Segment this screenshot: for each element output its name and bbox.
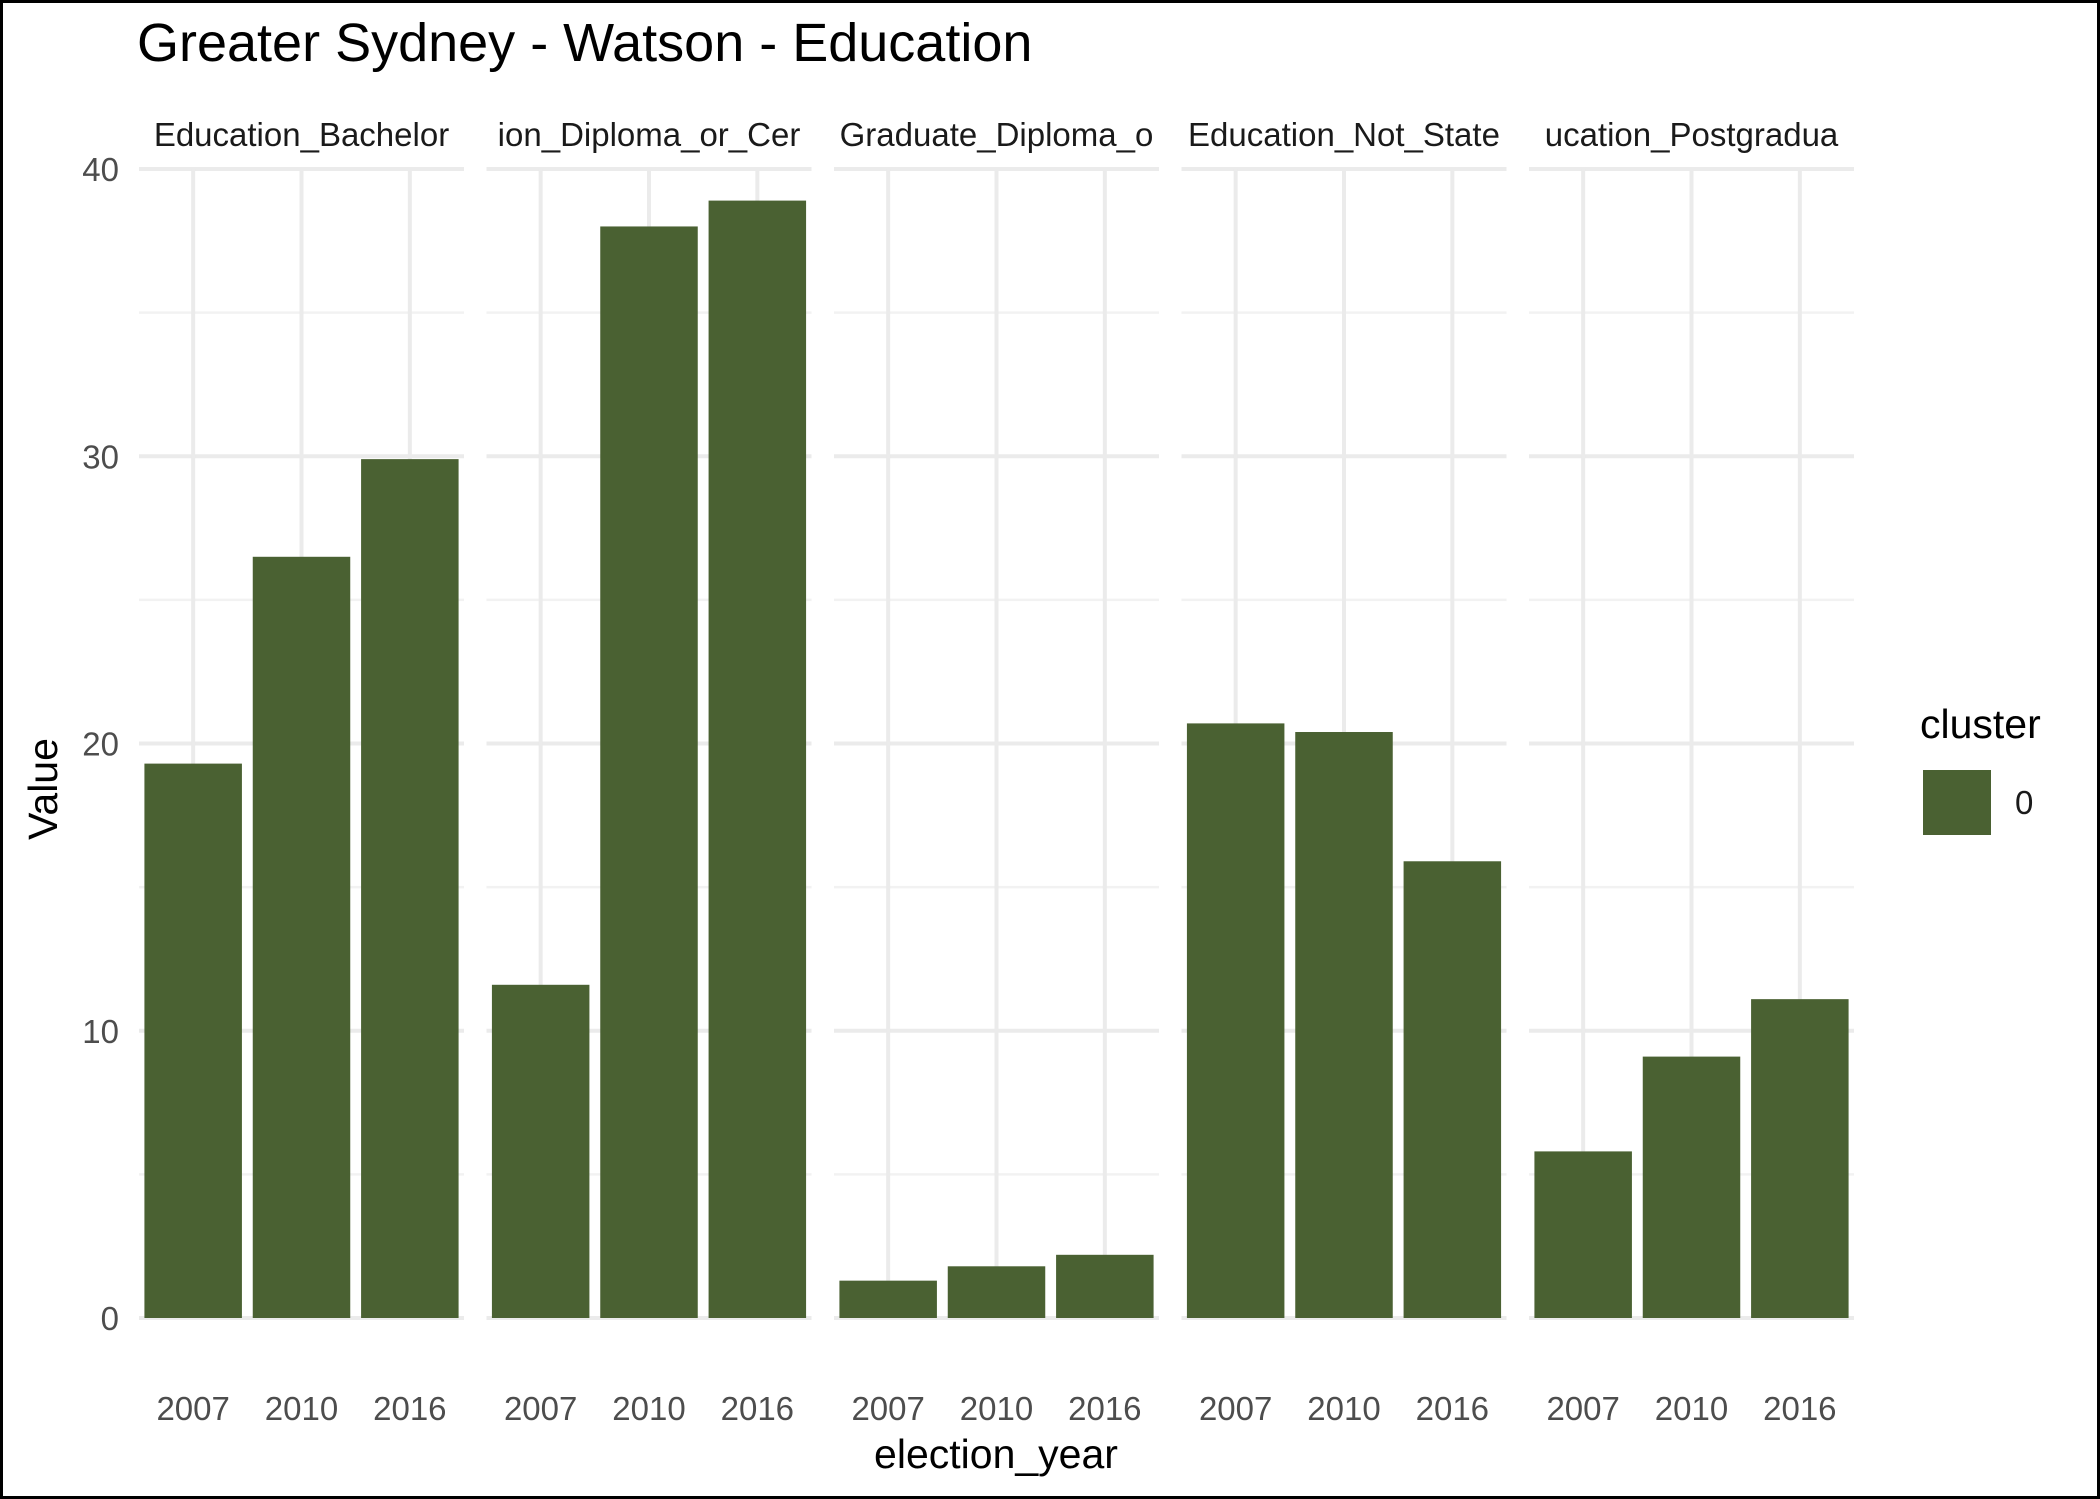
legend-key-swatch [1923, 770, 1991, 835]
bar [1295, 732, 1393, 1318]
facet-strip-label: Graduate_Diploma_o [840, 116, 1154, 153]
bar [839, 1280, 937, 1318]
bar [144, 763, 242, 1318]
x-tick-label: 2010 [960, 1390, 1033, 1427]
x-tick-label: 2007 [504, 1390, 577, 1427]
chart-title: Greater Sydney - Watson - Education [137, 13, 1032, 73]
facet-strip-label: Education_Bachelor [154, 116, 449, 153]
y-tick-label: 40 [82, 151, 119, 188]
bar [1403, 861, 1502, 1318]
bar [1534, 1151, 1632, 1318]
y-tick-label: 30 [82, 438, 119, 475]
x-tick-label: 2016 [373, 1390, 446, 1427]
chart-text: Greater Sydney - Watson - Education elec… [20, 13, 1839, 1477]
bar [1642, 1056, 1741, 1318]
x-tick-label: 2010 [1655, 1390, 1728, 1427]
x-tick-label: 2007 [1546, 1390, 1619, 1427]
x-tick-label: 2016 [1068, 1390, 1141, 1427]
x-tick-label: 2016 [1416, 1390, 1489, 1427]
legend-label: 0 [2015, 784, 2033, 821]
x-tick-label: 2007 [1199, 1390, 1272, 1427]
y-tick-label: 10 [82, 1013, 119, 1050]
y-tick-label: 0 [101, 1300, 119, 1337]
facet-strip-label: Education_Not_State [1188, 116, 1500, 153]
faceted-bar-chart: Greater Sydney - Watson - Education elec… [20, 13, 2041, 1477]
bar [491, 984, 590, 1318]
facet-strip-label: ion_Diploma_or_Cer [498, 116, 801, 153]
bar [600, 226, 698, 1319]
bar [947, 1266, 1046, 1318]
x-tick-label: 2007 [851, 1390, 924, 1427]
bar [1751, 999, 1849, 1318]
bar [1186, 723, 1285, 1318]
legend: cluster 0 [1920, 701, 2041, 835]
legend-title: cluster [1920, 701, 2041, 747]
x-tick-label: 2007 [156, 1390, 229, 1427]
x-tick-label: 2016 [1763, 1390, 1836, 1427]
y-tick-label: 20 [82, 726, 119, 763]
x-tick-label: 2010 [1307, 1390, 1380, 1427]
x-tick-label: 2010 [612, 1390, 685, 1427]
bar [708, 200, 807, 1318]
y-axis-title: Value [20, 738, 66, 840]
x-tick-label: 2016 [721, 1390, 794, 1427]
bar [361, 459, 459, 1318]
bar [1056, 1254, 1154, 1318]
bar [252, 556, 351, 1318]
bars [144, 200, 1849, 1319]
x-axis-title: election_year [874, 1431, 1118, 1477]
facet-strip-label: ucation_Postgradua [1545, 116, 1839, 153]
x-tick-label: 2010 [265, 1390, 338, 1427]
